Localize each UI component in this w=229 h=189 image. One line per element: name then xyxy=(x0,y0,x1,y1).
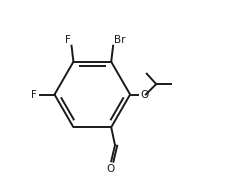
Text: F: F xyxy=(65,35,71,45)
Text: Br: Br xyxy=(114,35,125,45)
Text: F: F xyxy=(31,90,37,99)
Text: O: O xyxy=(106,164,114,174)
Text: O: O xyxy=(140,90,148,99)
